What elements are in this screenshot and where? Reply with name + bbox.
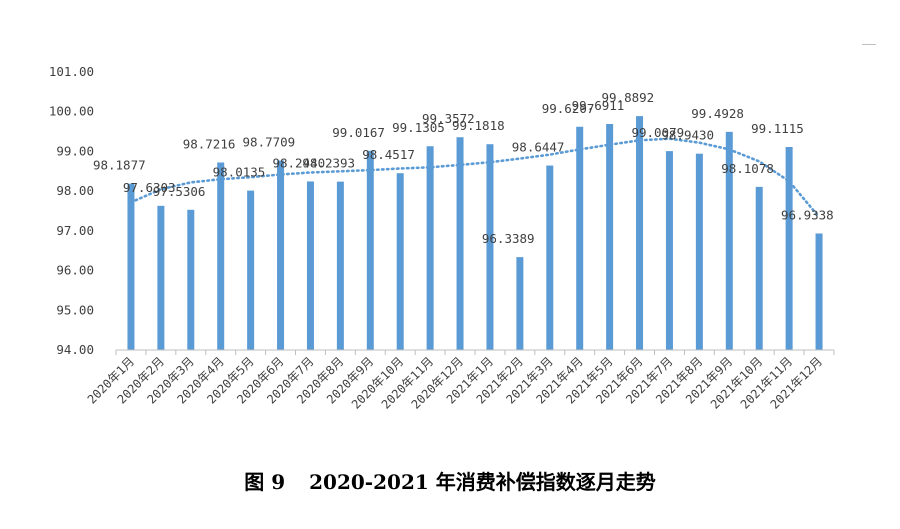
data-label: 97.6303 xyxy=(123,180,176,195)
data-label: 99.8892 xyxy=(602,90,655,105)
data-label: 99.6207 xyxy=(542,101,595,116)
y-tick-label: 100.00 xyxy=(49,104,94,119)
bar xyxy=(785,147,793,350)
y-tick-label: 96.00 xyxy=(56,263,94,278)
bar xyxy=(247,190,255,350)
corner-mark xyxy=(862,44,876,45)
bar xyxy=(157,205,165,350)
bar xyxy=(606,123,614,350)
data-label: 98.6447 xyxy=(512,140,565,155)
y-tick-label: 97.00 xyxy=(56,223,94,238)
y-tick-label: 95.00 xyxy=(56,302,94,317)
y-tick-label: 98.00 xyxy=(56,183,94,198)
data-label: 98.7709 xyxy=(243,135,296,150)
bar xyxy=(306,181,314,350)
data-label: 98.1877 xyxy=(93,158,146,173)
bar xyxy=(366,150,374,350)
bar xyxy=(336,181,344,350)
data-label: 99.1305 xyxy=(392,120,445,135)
data-label: 98.1078 xyxy=(721,161,774,176)
y-tick-label: 99.00 xyxy=(56,143,94,158)
bar xyxy=(127,183,135,350)
data-label: 99.1818 xyxy=(452,118,505,133)
bar xyxy=(815,233,823,350)
data-label: 98.4517 xyxy=(362,147,415,162)
figure-title: 2020-2021 年消费补偿指数逐月走势 xyxy=(309,470,656,494)
y-tick-label: 94.00 xyxy=(56,342,94,357)
data-label: 99.6911 xyxy=(572,98,625,113)
bar xyxy=(665,151,673,350)
data-label: 99.3572 xyxy=(422,111,475,126)
figure-number: 图 9 xyxy=(244,470,286,494)
data-label: 98.7216 xyxy=(183,136,236,151)
data-label: 99.4928 xyxy=(691,106,744,121)
bar xyxy=(277,160,285,350)
data-label: 97.5306 xyxy=(153,184,206,199)
bar xyxy=(695,153,703,350)
bar xyxy=(486,144,494,350)
y-tick-label: 101.00 xyxy=(49,64,94,79)
bar xyxy=(456,137,464,350)
data-label: 99.1115 xyxy=(751,121,804,136)
bar-chart: 94.00 95.00 96.00 97.00 98.00 99.00 100.00 101.… xyxy=(49,64,835,412)
bar xyxy=(576,126,584,350)
bar xyxy=(755,186,763,350)
data-label: 96.3389 xyxy=(482,231,535,246)
bar xyxy=(217,162,225,350)
bar xyxy=(636,116,644,351)
trend-line xyxy=(129,137,821,219)
bar xyxy=(546,165,554,350)
data-label: 99.0079 xyxy=(631,125,684,140)
data-label: 99.0167 xyxy=(332,125,385,140)
bar xyxy=(396,173,404,350)
data-label: 98.2440 xyxy=(272,155,325,170)
bar xyxy=(426,146,434,350)
data-label: 98.2393 xyxy=(302,156,355,171)
data-label: 96.9338 xyxy=(781,207,834,222)
data-label: 98.9430 xyxy=(661,128,714,143)
data-label: 98.0135 xyxy=(213,165,266,180)
bar xyxy=(187,209,195,350)
figure-caption: 图 9 2020-2021 年消费补偿指数逐月走势 xyxy=(0,466,900,495)
bar xyxy=(725,131,733,350)
bar xyxy=(516,257,524,350)
